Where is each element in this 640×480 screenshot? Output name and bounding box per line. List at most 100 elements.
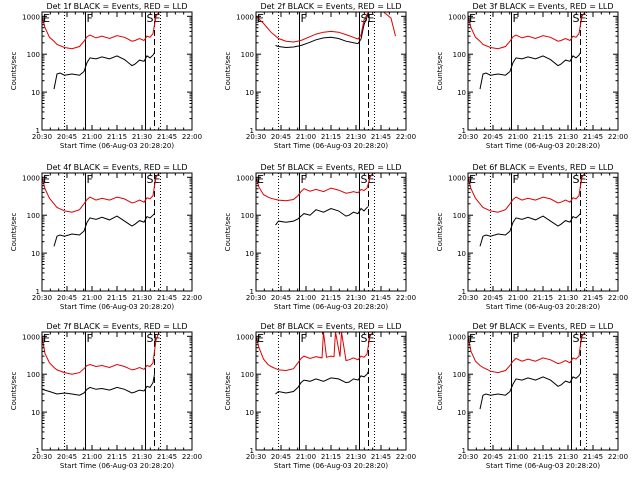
y-tick-label: 1 [462,447,466,455]
series-line-lld [41,172,160,213]
y-tick-label: 10 [457,409,466,417]
marker-label-e: E [43,332,50,345]
x-tick-label: 22:00 [182,294,202,302]
marker-label-e: E [469,12,476,25]
marker-label-f: F [513,12,519,25]
y-tick-label: 100 [453,212,466,220]
y-tick-label: 1 [462,288,466,296]
y-axis-title: Counts/sec [10,372,18,411]
plot-frame [41,172,193,292]
y-tick-label: 1000 [22,174,40,182]
x-tick-label: 21:45 [371,133,391,141]
x-axis-title: Start Time (06-Aug-03 20:28:20) [60,462,174,470]
x-tick-label: 20:45 [483,453,503,461]
x-axis-title: Start Time (06-Aug-03 20:28:20) [486,142,600,150]
x-tick-label: 20:45 [271,294,291,302]
y-tick-label: 1000 [448,13,466,21]
x-tick-label: 21:45 [157,453,177,461]
x-axis-title: Start Time (06-Aug-03 20:28:20) [486,303,600,311]
x-tick-label: 21:15 [321,453,341,461]
y-axis-title: Counts/sec [436,213,444,252]
chart-title: Det 3f BLACK = Events, RED = LLD [472,2,613,11]
x-tick-label: 21:30 [132,294,152,302]
x-tick-label: 20:30 [32,453,52,461]
x-tick-label: 21:15 [321,294,341,302]
y-tick-label: 1000 [236,333,254,341]
series-line-events [53,52,155,90]
x-tick-label: 21:15 [321,133,341,141]
x-tick-label: 20:30 [246,133,266,141]
y-tick-label: 1000 [22,13,40,21]
x-tick-label: 20:30 [246,294,266,302]
y-tick-label: 100 [241,371,254,379]
y-axis-title: Counts/sec [224,52,232,91]
x-tick-label: 20:45 [271,133,291,141]
x-tick-label: 21:30 [346,133,366,141]
x-tick-label: 21:15 [533,133,553,141]
y-tick-label: 100 [453,51,466,59]
x-axis-title: Start Time (06-Aug-03 20:28:20) [274,462,388,470]
y-tick-label: 1 [36,127,40,135]
series-line-lld [467,331,586,374]
series-line-lld [41,11,160,50]
x-tick-label: 20:30 [458,294,478,302]
x-tick-label: 21:00 [82,453,102,461]
y-tick-label: 100 [453,371,466,379]
x-tick-label: 21:30 [558,133,578,141]
chart-title: Det 1f BLACK = Events, RED = LLD [46,2,187,11]
x-tick-label: 22:00 [396,133,416,141]
y-tick-label: 10 [31,409,40,417]
x-axis-title: Start Time (06-Aug-03 20:28:20) [486,462,600,470]
marker-label-f: F [87,12,93,25]
x-tick-label: 21:15 [533,453,553,461]
x-tick-label: 21:00 [296,294,316,302]
x-tick-label: 20:45 [57,453,77,461]
marker-label-e: E [469,332,476,345]
y-tick-label: 1 [462,127,466,135]
marker-label-f: F [301,12,307,25]
x-tick-label: 21:15 [107,294,127,302]
marker-label-e: E [257,332,264,345]
y-tick-label: 1 [250,447,254,455]
x-tick-label: 22:00 [396,453,416,461]
marker-label-e: E [257,173,264,186]
y-tick-label: 100 [27,371,40,379]
chart-title: Det 2f BLACK = Events, RED = LLD [260,2,401,11]
marker-label-e: E [469,173,476,186]
x-tick-label: 21:45 [583,453,603,461]
x-tick-label: 22:00 [608,453,628,461]
x-tick-label: 21:30 [346,294,366,302]
x-tick-label: 20:45 [271,453,291,461]
x-tick-label: 21:15 [107,453,127,461]
y-tick-label: 100 [27,51,40,59]
x-axis-title: Start Time (06-Aug-03 20:28:20) [60,303,174,311]
x-tick-label: 21:30 [132,133,152,141]
series-line-lld [467,11,586,50]
x-tick-label: 20:30 [32,294,52,302]
x-tick-label: 21:30 [132,453,152,461]
series-line-lld [467,172,586,213]
x-tick-label: 20:45 [57,133,77,141]
y-tick-label: 100 [241,212,254,220]
x-tick-label: 20:30 [32,133,52,141]
y-tick-label: 1000 [236,174,254,182]
x-tick-label: 21:00 [508,133,528,141]
x-tick-label: 22:00 [396,294,416,302]
plot-frame [41,11,193,131]
x-tick-label: 21:45 [371,453,391,461]
y-tick-label: 1000 [448,174,466,182]
x-tick-label: 21:00 [508,453,528,461]
series-line-lld [41,331,160,375]
chart-title: Det 4f BLACK = Events, RED = LLD [46,163,187,172]
marker-label-e: E [43,12,50,25]
x-axis-title: Start Time (06-Aug-03 20:28:20) [60,142,174,150]
x-tick-label: 21:00 [82,133,102,141]
marker-label-f: F [87,173,93,186]
marker-label-e: E [43,173,50,186]
